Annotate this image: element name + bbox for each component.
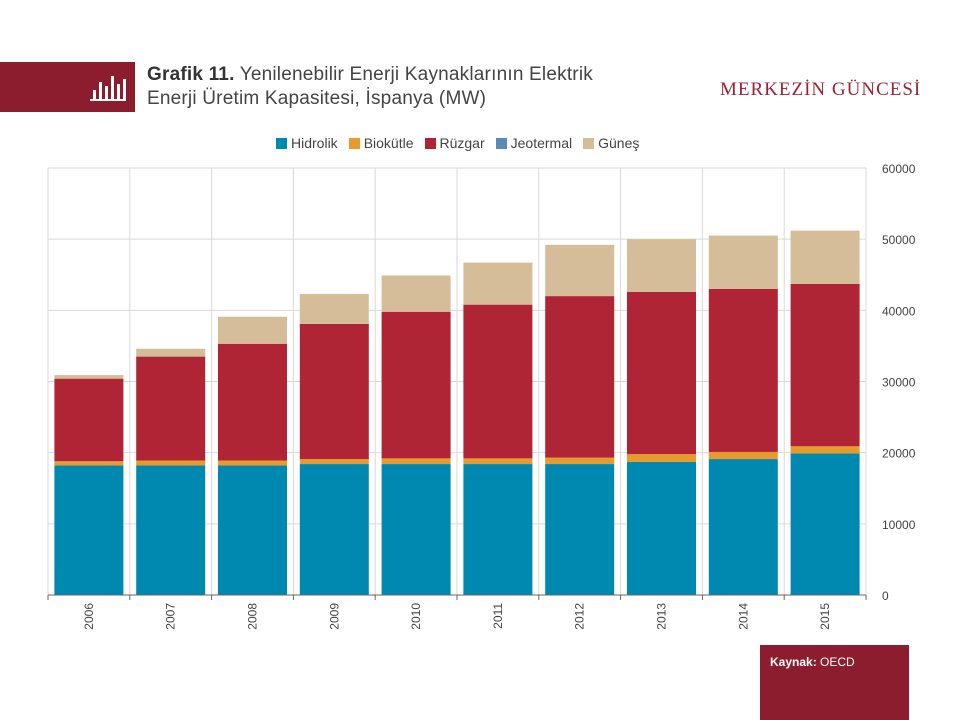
source-box: Kaynak: OECD [760,645,909,720]
bar-hidrolik-2007 [136,465,206,595]
source-label: Kaynak: [770,655,817,669]
title-rest: Yenilenebilir Enerji Kaynaklarının Elekt… [239,64,593,85]
y-tick-label: 20000 [882,447,916,461]
x-tick-label: 2012 [573,603,587,630]
legend-swatch [276,137,287,149]
bar-bioku-tle-2010 [381,458,451,465]
bar-gu-nes--2006 [54,375,124,379]
bar-ru-zgar-2012 [545,296,615,458]
x-tick-label: 2015 [818,603,832,630]
bar-hidrolik-2006 [54,465,124,595]
legend-item-bioku-tle: Biokütle [348,135,414,151]
y-tick-label: 30000 [882,376,916,390]
bar-gu-nes--2010 [381,275,451,312]
bar-bioku-tle-2006 [54,461,124,466]
bar-gu-nes--2014 [708,235,778,289]
source-value: OECD [820,655,855,669]
chart-legend: Hidrolik Biokütle Rüzgar Jeotermal Güneş [276,134,650,152]
chart-title: Grafik 11. Yenilenebilir Enerji Kaynakla… [147,63,687,111]
bar-ru-zgar-2010 [381,311,451,459]
x-tick-label: 2011 [491,603,505,629]
bar-gu-nes--2012 [545,244,615,297]
bar-bioku-tle-2007 [136,460,206,466]
y-tick-label: 50000 [882,233,916,247]
bar-bioku-tle-2014 [708,451,778,460]
bar-ru-zgar-2013 [627,291,696,455]
bar-bioku-tle-2011 [463,458,533,465]
bar-gu-nes--2013 [627,239,696,292]
legend-label: Rüzgar [439,135,485,151]
bar-hidrolik-2012 [545,464,615,595]
bar-bioku-tle-2015 [790,446,860,454]
x-tick-label: 2008 [246,603,260,630]
x-tick-label: 2010 [409,603,423,630]
bar-ru-zgar-2008 [218,343,287,461]
title-line2: Enerji Üretim Kapasitesi, İspanya (MW) [147,88,487,109]
legend-item-gu-nes-: Güneş [583,135,639,151]
legend-item-ru-zgar: Rüzgar [424,135,485,151]
x-tick-label: 2006 [82,603,96,630]
bar-gu-nes--2015 [790,230,860,285]
x-tick-label: 2013 [655,603,669,630]
legend-swatch [495,137,507,149]
bar-hidrolik-2013 [627,461,696,595]
bar-hidrolik-2009 [299,464,369,595]
bar-ru-zgar-2011 [463,304,533,459]
bar-ru-zgar-2007 [136,356,206,461]
legend-item-jeotermal: Jeotermal [495,135,573,151]
bar-ru-zgar-2009 [299,323,369,460]
bar-gu-nes--2009 [299,293,369,324]
bar-hidrolik-2011 [463,464,533,595]
y-tick-label: 40000 [882,304,916,318]
legend-label: Biokütle [363,135,414,151]
brand-logo: MERKEZİN GÜNCESİ [720,79,922,100]
bar-chart-icon [90,76,126,101]
y-tick-label: 10000 [882,518,916,532]
legend-label: Güneş [598,135,640,151]
legend-swatch [424,137,436,149]
bar-hidrolik-2014 [708,459,778,595]
bar-hidrolik-2015 [790,453,860,595]
legend-item-hidrolik: Hidrolik [276,135,338,151]
legend-label: Jeotermal [510,135,573,151]
bar-hidrolik-2008 [218,465,287,595]
y-tick-label: 60000 [882,162,916,176]
bar-ru-zgar-2015 [790,284,860,447]
bar-ru-zgar-2014 [708,288,778,452]
bar-bioku-tle-2012 [545,457,615,465]
bar-ru-zgar-2006 [54,378,124,462]
x-tick-label: 2014 [736,603,750,630]
bar-gu-nes--2011 [463,262,533,305]
bar-bioku-tle-2013 [627,454,696,462]
bar-bioku-tle-2008 [218,460,287,466]
y-tick-label: 0 [882,589,889,603]
bar-gu-nes--2008 [218,316,287,344]
x-tick-label: 2007 [164,603,178,630]
bar-bioku-tle-2009 [299,459,369,465]
legend-swatch [348,137,360,149]
x-tick-label: 2009 [327,603,341,630]
legend-swatch [583,137,595,149]
bar-gu-nes--2007 [136,348,206,357]
bar-hidrolik-2010 [381,464,451,595]
title-prefix: Grafik 11. [147,64,235,85]
legend-label: Hidrolik [291,135,338,151]
